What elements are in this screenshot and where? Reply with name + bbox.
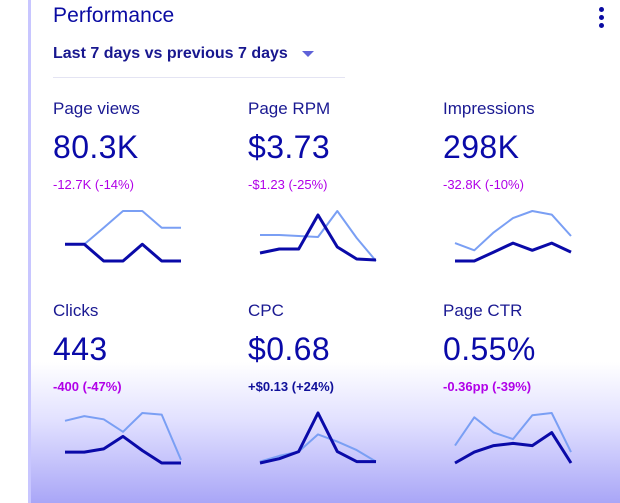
metric-clicks[interactable]: Clicks 443 -400 (-47%) — [53, 301, 223, 486]
metric-label: Page CTR — [443, 301, 523, 320]
previous-period-line — [64, 412, 182, 461]
metric-page-rpm[interactable]: Page RPM $3.73 -$1.23 (-25%) — [248, 99, 418, 284]
metric-delta: -32.8K (-10%) — [443, 177, 524, 192]
metric-page-views[interactable]: Page views 80.3K -12.7K (-14%) — [53, 99, 223, 284]
menu-dot — [598, 7, 604, 12]
metric-impressions[interactable]: Impressions 298K -32.8K (-10%) — [443, 99, 613, 284]
previous-period-line — [454, 412, 572, 453]
current-period-line — [259, 411, 376, 465]
previous-period-line — [259, 433, 377, 463]
sparkline — [454, 210, 572, 263]
date-range-dropdown[interactable]: Last 7 days vs previous 7 days — [53, 45, 315, 63]
metric-delta: -12.7K (-14%) — [53, 177, 134, 192]
metric-value: 0.55% — [443, 331, 536, 367]
previous-period-line — [65, 210, 181, 246]
performance-card: Performance Last 7 days vs previous 7 da… — [28, 0, 620, 503]
card-title: Performance — [53, 4, 175, 27]
sparkline — [64, 412, 182, 465]
current-period-line — [455, 241, 572, 263]
sparkline — [259, 210, 377, 262]
metric-label: Page RPM — [248, 99, 331, 118]
current-period-line — [65, 242, 181, 263]
metric-value: 298K — [443, 129, 520, 165]
metric-value: 80.3K — [53, 129, 139, 165]
current-period-line — [65, 434, 181, 465]
metric-delta: +$0.13 (+24%) — [248, 379, 335, 394]
metric-delta: -$1.23 (-25%) — [248, 177, 328, 192]
metric-value: 443 — [53, 331, 108, 367]
date-range-label: Last 7 days vs previous 7 days — [53, 45, 288, 62]
sparkline — [65, 210, 181, 263]
metric-label: Impressions — [443, 99, 535, 118]
menu-dot — [598, 15, 604, 20]
previous-period-line — [260, 210, 377, 262]
metric-value: $0.68 — [248, 331, 331, 367]
metric-label: Clicks — [53, 301, 99, 320]
current-period-line — [259, 213, 377, 262]
sparkline — [259, 411, 377, 465]
more-vert-icon[interactable] — [592, 6, 610, 34]
divider — [53, 77, 345, 78]
metric-value: $3.73 — [248, 129, 331, 165]
metric-delta: -0.36pp (-39%) — [443, 379, 532, 394]
metric-cpc[interactable]: CPC $0.68 +$0.13 (+24%) — [248, 301, 418, 486]
arrow-drop-down-icon — [302, 50, 315, 57]
metric-label: CPC — [248, 301, 284, 320]
current-period-line — [454, 431, 573, 465]
sparkline — [454, 412, 573, 465]
metric-page-ctr[interactable]: Page CTR 0.55% -0.36pp (-39%) — [443, 301, 613, 486]
menu-dot — [598, 23, 604, 28]
metric-label: Page views — [53, 99, 140, 118]
metric-delta: -400 (-47%) — [53, 379, 122, 394]
previous-period-line — [454, 210, 572, 252]
